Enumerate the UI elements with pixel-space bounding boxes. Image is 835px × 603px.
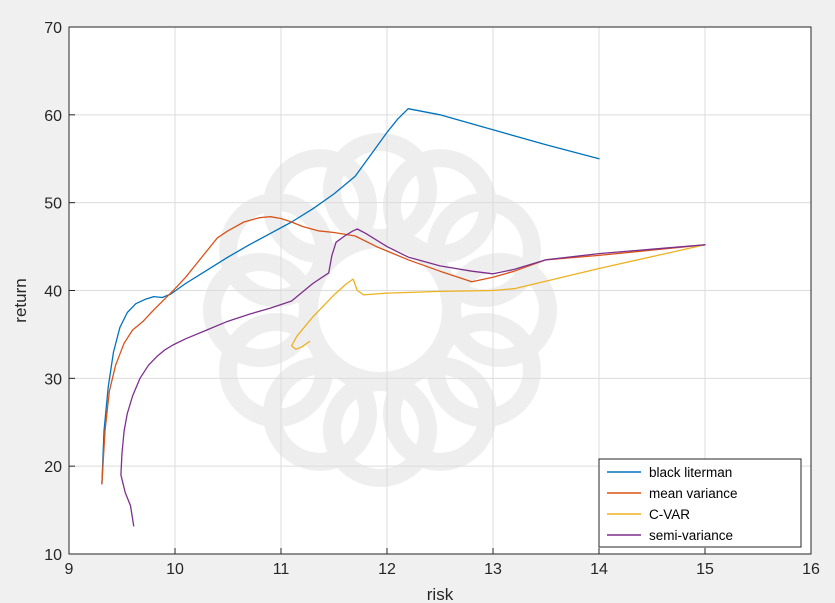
watermark-petal [443, 253, 557, 367]
y-tick-label: 50 [44, 196, 62, 213]
series-line-c-var [290, 244, 706, 350]
x-tick-label: 10 [166, 561, 184, 578]
watermark-petal [263, 356, 377, 471]
x-tick-label: 12 [378, 561, 396, 578]
series-line-semi-variance [120, 228, 706, 527]
x-tick-label: 11 [273, 561, 290, 578]
watermark-petal [219, 193, 334, 307]
legend: black literman mean variance C-VAR semi-var… [598, 458, 802, 548]
watermark-petal [203, 253, 317, 367]
watermark-petal [383, 356, 497, 471]
watermark-center [302, 232, 458, 388]
x-tick-label: 13 [484, 561, 502, 578]
legend-label: black literman [649, 465, 732, 480]
series-line-mean-variance [101, 216, 706, 485]
y-tick-label: 30 [44, 371, 62, 388]
x-tick-label: 16 [802, 561, 820, 578]
watermark-petal [219, 313, 334, 427]
legend-label: mean variance [649, 486, 738, 501]
watermark-petal [426, 193, 541, 307]
series-layer [101, 108, 706, 527]
y-axis-label: return [11, 278, 30, 322]
series-line-black-literman [101, 108, 600, 485]
y-tick-label: 10 [44, 547, 62, 564]
x-axis-label: risk [427, 585, 454, 603]
watermark-petal [426, 313, 541, 427]
legend-label: C-VAR [649, 507, 690, 522]
legend-label: semi-variance [649, 528, 733, 543]
y-tick-label: 60 [44, 108, 62, 125]
x-tick-label: 14 [590, 561, 608, 578]
watermark-petal [263, 149, 377, 264]
legend-box [598, 458, 802, 548]
y-tick-label: 70 [44, 20, 62, 37]
x-tick-label: 15 [696, 561, 714, 578]
watermark-petal [383, 149, 497, 264]
y-tick-label: 40 [44, 284, 62, 301]
watermark-emblem [203, 133, 557, 487]
y-tick-label: 20 [44, 459, 62, 476]
watermark-petal [323, 373, 437, 487]
x-tick-label: 9 [65, 561, 74, 578]
